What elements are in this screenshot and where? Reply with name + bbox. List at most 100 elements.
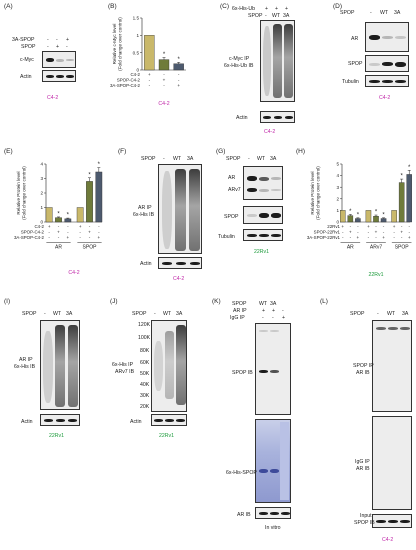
blot-label-ib: AR IB [356, 370, 370, 376]
col-label: 3A [283, 13, 290, 19]
y-tick-label: 1.5 [133, 16, 140, 21]
sign: + [262, 308, 266, 314]
col-label: 3A [270, 156, 277, 162]
cell-label: C4-2 [379, 95, 391, 101]
cell-label: C4-2 [382, 537, 394, 543]
condition-label: 3A-SPOP-C4-2 [110, 83, 141, 88]
y-tick-label: 4 [40, 162, 43, 167]
blot-label-ip: 6x-His IP [112, 362, 134, 368]
condition-sign: - [393, 230, 395, 235]
sign: + [275, 6, 279, 12]
panel-e-letter: (E) [4, 148, 13, 155]
condition-label: 3A-SPOP-22Rv1 [307, 235, 341, 240]
condition-sign: - [58, 224, 60, 229]
condition-label: SPOP-C4-2 [117, 78, 141, 83]
row-label-spop: SPOP [232, 301, 247, 307]
y-tick-label: 0 [40, 220, 43, 225]
condition-sign: + [148, 72, 151, 77]
condition-sign: - [401, 224, 403, 229]
mw-marker: 120K [138, 322, 151, 328]
significance-star: * [382, 212, 385, 218]
row-label-spop: SPOP [350, 311, 365, 317]
condition-sign: + [357, 235, 360, 240]
sign: + [265, 6, 269, 12]
y-tick-label: 0 [336, 220, 339, 225]
y-tick-label: 4 [336, 173, 339, 178]
bar [158, 59, 170, 71]
condition-sign: - [408, 230, 410, 235]
chart-b: 0 0.5 1 1.5 Relative c-Myc level (Fold change… [110, 16, 186, 107]
group-label: ARv7 [370, 245, 382, 251]
row-label-spop: SPOP [248, 13, 263, 19]
tubulin-blot [365, 75, 409, 87]
sign: - [262, 315, 264, 321]
blot-label-ip: AR IP [19, 357, 33, 363]
cell-label: C4-2 [68, 270, 79, 276]
condition-sign: - [393, 235, 395, 240]
condition-sign: - [357, 224, 359, 229]
col-label: 3A [270, 301, 277, 307]
condition-sign: - [48, 230, 50, 235]
condition-sign: - [48, 235, 50, 240]
actin-blot [151, 414, 187, 426]
row-label-spop: SPOP [22, 311, 37, 317]
blot-label-ar: AR [351, 36, 359, 42]
row-label-his-ub: 6x-His-Ub [232, 6, 256, 12]
blot-label-actin: Actin [140, 261, 152, 267]
y-axis-label: Relative Protein level [16, 171, 21, 214]
coomassie-gel [255, 419, 291, 503]
col-label: WT [163, 311, 172, 317]
condition-sign: - [79, 235, 81, 240]
row-label-spop: SPOP [21, 44, 36, 50]
bar [95, 171, 103, 223]
col-label: - [163, 156, 165, 162]
panel-a-letter: (A) [4, 3, 13, 10]
condition-sign: + [367, 224, 370, 229]
col-label: 3A [394, 10, 401, 16]
blot-label-ib: 6x-His-Ub IB [224, 63, 254, 69]
condition-sign: - [98, 224, 100, 229]
panel-l-letter: (L) [320, 298, 328, 305]
ar-ubiquitin-blot-22rv1 [40, 320, 80, 410]
condition-sign: + [163, 78, 166, 83]
bar [340, 210, 346, 223]
col-label: WT [387, 311, 396, 317]
y-tick-label: 1 [136, 33, 139, 38]
sign: - [66, 44, 68, 50]
blot-label-arv7: ARv7 [228, 187, 241, 193]
condition-sign: - [357, 230, 359, 235]
blot-label-spop: SPOP [348, 61, 363, 67]
blot-label-ip: IgG IP [355, 459, 370, 465]
condition-sign: - [67, 230, 69, 235]
row-label-spop: SPOP [132, 311, 147, 317]
bar [380, 218, 387, 223]
panel-j-letter: (J) [110, 298, 118, 305]
condition-label: C4-2 [34, 224, 44, 229]
col-label: - [248, 156, 250, 162]
sign: - [47, 44, 49, 50]
condition-sign: - [98, 230, 100, 235]
col-label: - [377, 311, 379, 317]
mw-marker: 50K [140, 371, 150, 377]
col-label: - [265, 13, 267, 19]
y-tick-label: 0 [136, 68, 139, 73]
condition-sign: - [408, 224, 410, 229]
condition-sign: - [89, 235, 91, 240]
input-blot [372, 514, 412, 528]
group-label: AR [347, 245, 354, 251]
significance-star: * [349, 209, 352, 215]
condition-sign: + [400, 230, 403, 235]
row-label-ar-ip: AR IP [233, 308, 247, 314]
row-label-3a-spop: 3A-SPOP [12, 37, 35, 43]
bar [173, 63, 184, 71]
panel-i-letter: (I) [4, 298, 11, 305]
bar [347, 215, 354, 223]
panel-k-letter: (K) [212, 298, 221, 305]
condition-label: SPOP-C4-2 [21, 230, 45, 235]
spop-blot [243, 206, 283, 224]
condition-sign: - [350, 235, 352, 240]
bar [86, 181, 93, 223]
blot-label-ip: SPOP IP [353, 363, 374, 369]
col-label: WT [272, 13, 281, 19]
cell-label: C4-2 [173, 276, 185, 282]
